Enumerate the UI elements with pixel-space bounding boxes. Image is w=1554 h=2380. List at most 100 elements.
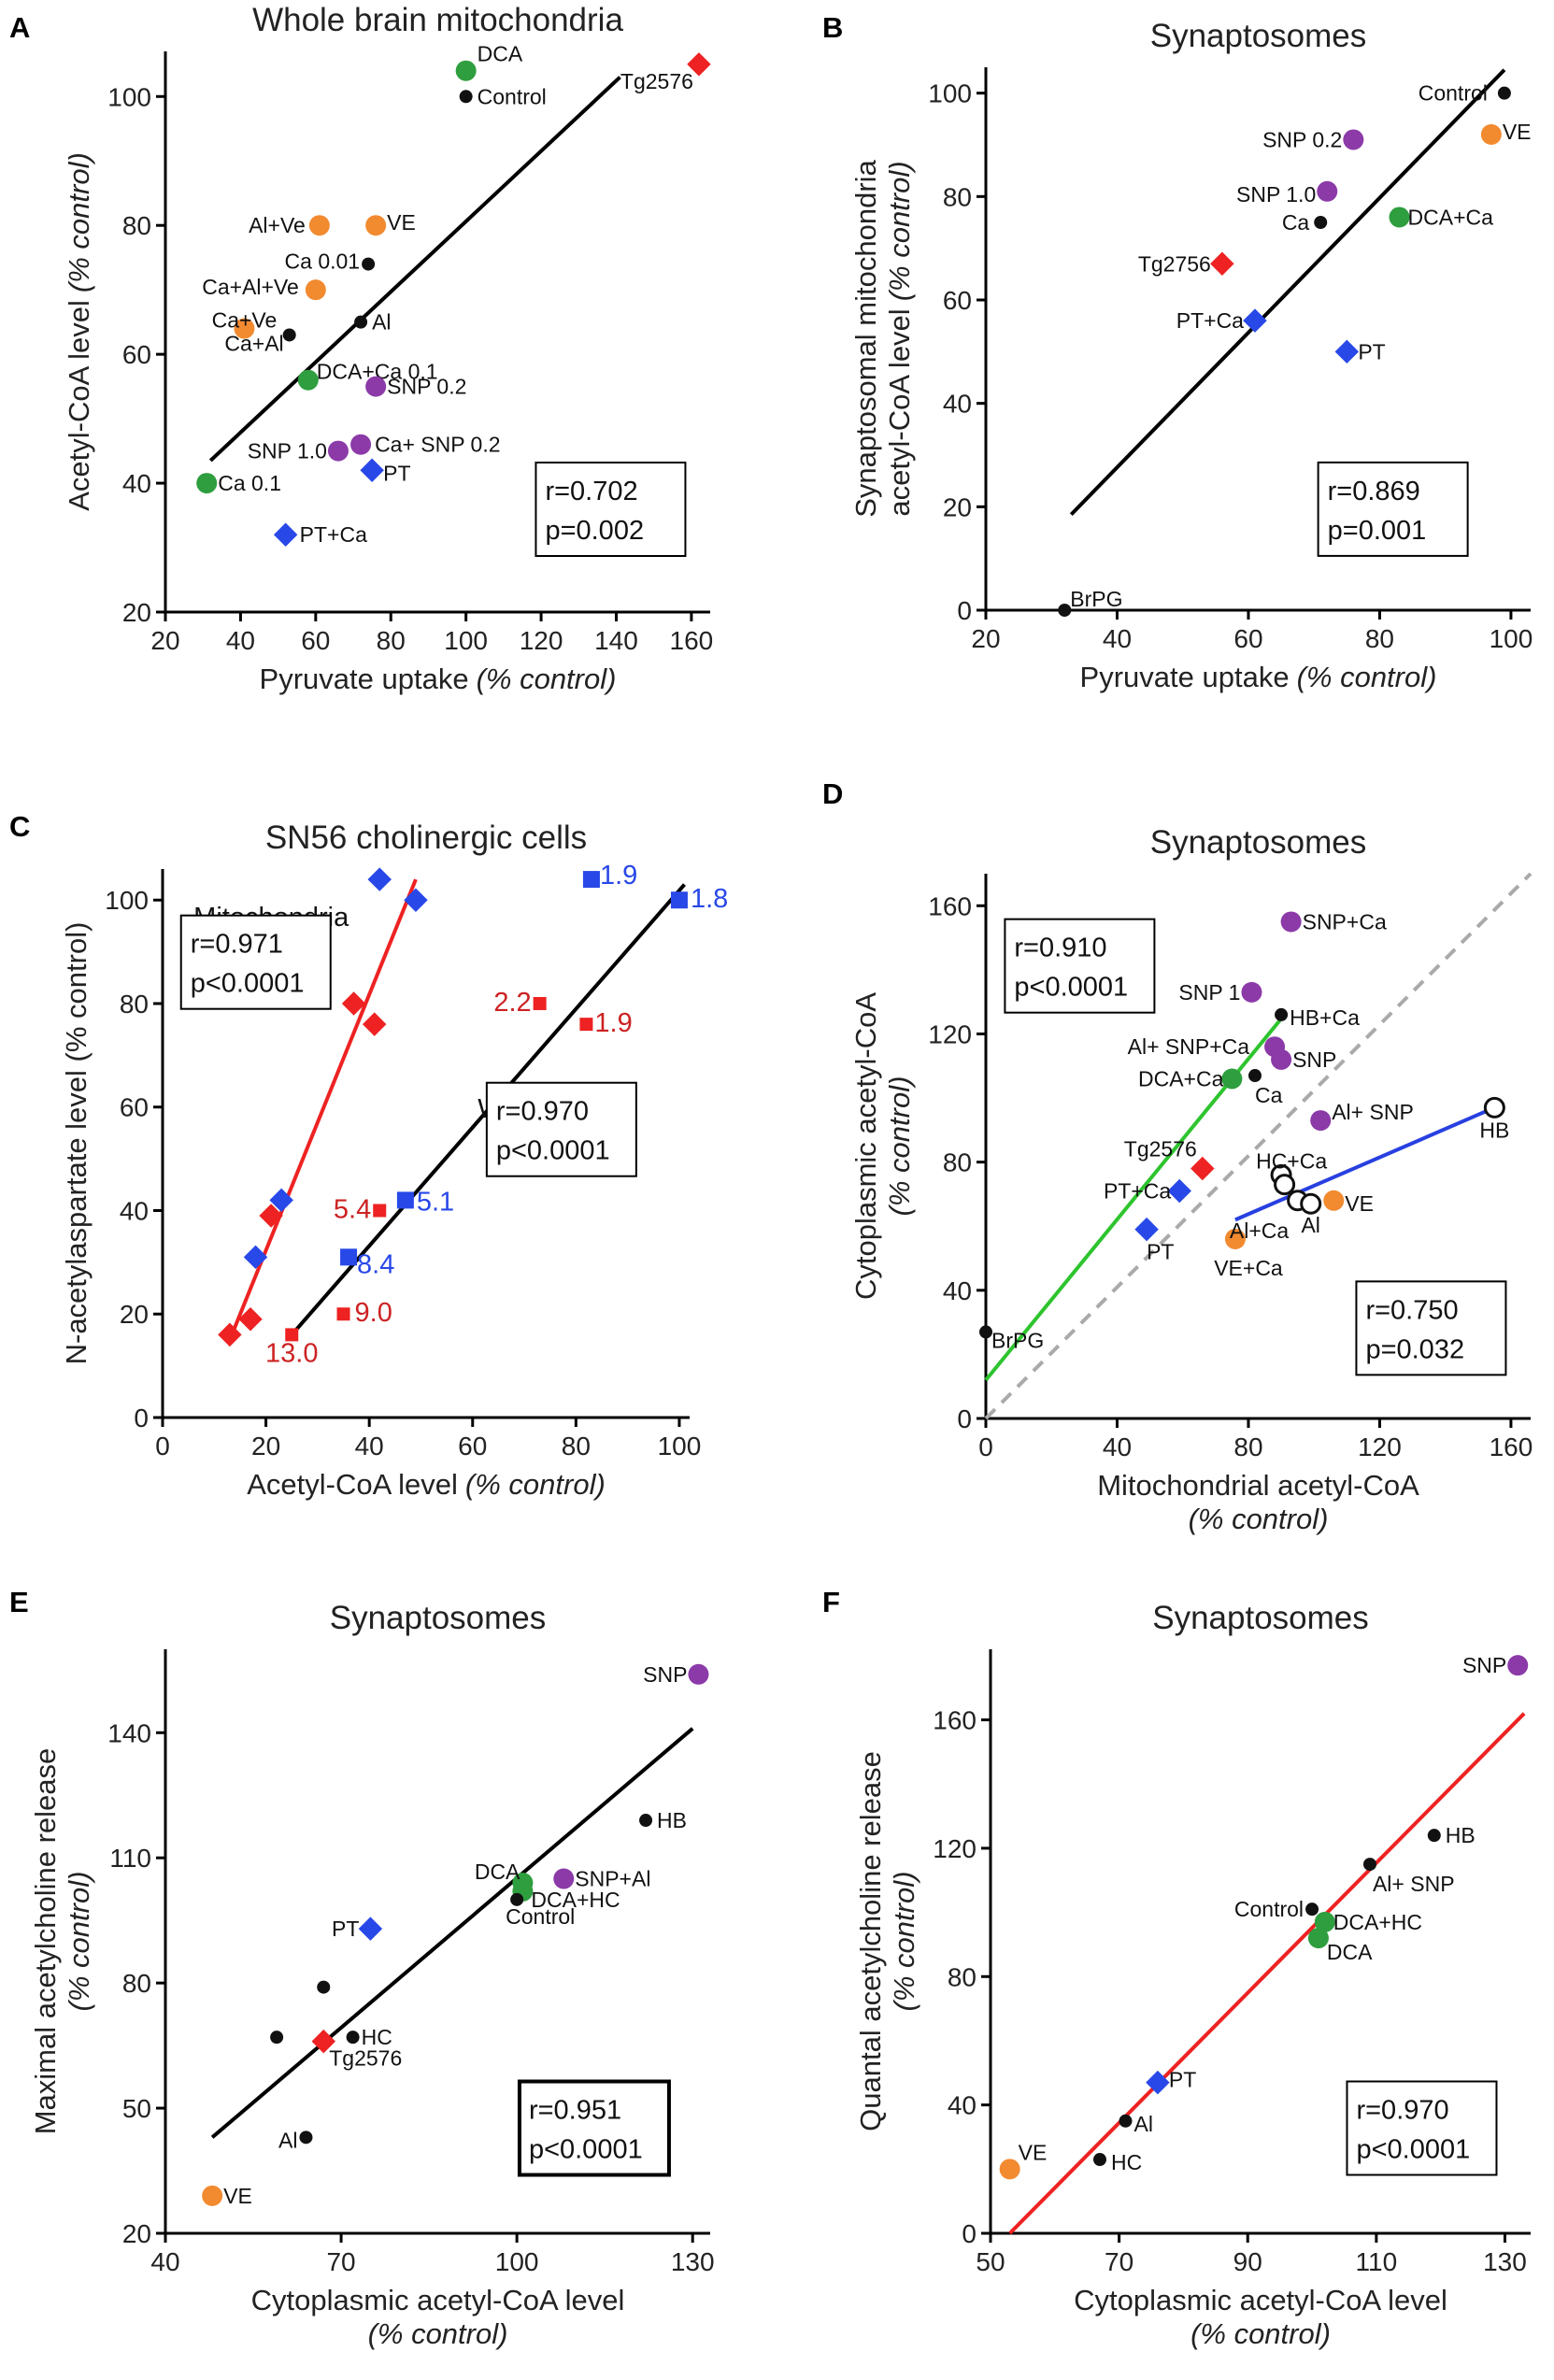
point-label: HC+Ca [1256, 1148, 1327, 1173]
data-point [404, 888, 428, 912]
data-point [1058, 604, 1072, 617]
chart-title: Synaptosomes [330, 1600, 547, 1636]
point-label: Al+Ca [1230, 1219, 1289, 1243]
x-axis-label-unit: (% control) [1189, 1503, 1329, 1535]
panel-d: D Synaptosomes 0 40 80 120 160 0 40 80 120 160 Mitoc… [822, 777, 1533, 1535]
y-axis-label: Synaptosomal mitochondria [849, 159, 882, 517]
stats-p: p<0.0001 [1356, 2135, 1470, 2165]
x-axis-label-unit: (% control) [477, 663, 617, 695]
point-label: 9.0 [355, 1298, 392, 1328]
data-point [360, 458, 384, 483]
x-tick-label: 40 [226, 626, 255, 655]
x-tick-label: 110 [1356, 2247, 1398, 2276]
point-label: DCA+HC [531, 1888, 620, 1912]
y-tick-label: 60 [120, 1093, 149, 1122]
fit-line [208, 76, 621, 463]
data-point [1389, 207, 1410, 228]
x-tick-label: 0 [155, 1432, 170, 1461]
point-label: SNP 1.0 [1236, 182, 1316, 207]
data-point [336, 1307, 350, 1321]
stats-r: r=0.702 [545, 477, 637, 506]
panel-letter: F [822, 1586, 840, 1618]
point-label: DCA [478, 42, 523, 66]
x-axis-label: Pyruvate uptake (% control) [1080, 661, 1437, 693]
y-axis-label-unit: (% control) [883, 1076, 916, 1217]
y-tick-label: 40 [943, 1276, 972, 1305]
stats-box [1355, 1280, 1507, 1376]
data-point [1300, 1192, 1322, 1215]
stats-box [517, 2079, 671, 2177]
data-point [1307, 1928, 1329, 1949]
y-axis-label: Acetyl-CoA level(% control) [63, 152, 95, 511]
x-tick-label: 130 [1483, 2247, 1527, 2276]
stats-box [1317, 461, 1469, 557]
x-tick-label: 20 [150, 626, 179, 655]
y-tick-label: 80 [122, 211, 151, 240]
x-axis-label-main: Pyruvate uptake [260, 663, 469, 695]
point-label: Al [372, 310, 391, 335]
data-point [999, 2159, 1020, 2180]
y-tick-label: 20 [122, 598, 151, 627]
x-tick-label: 0 [978, 1432, 993, 1461]
point-label: PT+Ca [300, 522, 367, 547]
x-axis-label: Mitochondrial acetyl-CoA [1097, 1469, 1419, 1502]
data-point [1427, 1829, 1441, 1843]
data-point [579, 1018, 593, 1032]
data-point [1241, 981, 1262, 1003]
point-label: BrPG [991, 1328, 1044, 1352]
point-label: VE [387, 210, 416, 235]
point-label: SNP [1292, 1047, 1336, 1072]
y-axis-label-line2: acetyl-CoA level(% control) [883, 161, 916, 516]
panel-letter: A [9, 11, 30, 44]
y-tick-label: 0 [957, 1404, 972, 1433]
chart-title: Synaptosomes [1150, 824, 1367, 861]
x-tick-label: 120 [1358, 1432, 1402, 1461]
data-point [639, 1814, 653, 1828]
data-point [455, 60, 477, 81]
x-tick-label: 80 [1233, 1432, 1262, 1461]
data-point [373, 1204, 387, 1218]
y-tick-label: 20 [122, 2219, 151, 2248]
x-axis-label-unit: (% control) [368, 2317, 508, 2350]
data-point [1362, 1858, 1376, 1872]
y-tick-label: 110 [109, 1844, 151, 1873]
data-point [196, 473, 218, 494]
data-point [367, 867, 392, 891]
point-label: HC [362, 2025, 392, 2049]
data-point [687, 52, 711, 77]
x-tick-label: 50 [976, 2247, 1005, 2276]
point-label: 5.1 [417, 1187, 454, 1217]
point-label: SNP 1.0 [248, 439, 327, 463]
data-point [1310, 1110, 1332, 1132]
point-label: Control [478, 84, 547, 108]
point-label: DCA+HC [1333, 1910, 1422, 1934]
x-axis-label-main: Cytoplasmic acetyl-CoA level [1074, 2284, 1447, 2316]
data-point [285, 1328, 299, 1342]
point-label: Ca 0.01 [285, 249, 361, 274]
y-tick-label: 80 [943, 1148, 972, 1177]
data-point [1323, 1190, 1345, 1211]
y-axis-label: Cytoplasmic acetyl-CoA [849, 992, 882, 1300]
data-point [582, 871, 600, 889]
point-label: DCA+Ca [1408, 205, 1494, 229]
point-label: 8.4 [357, 1249, 394, 1279]
y-tick-label: 20 [120, 1300, 149, 1329]
point-label: Ca+Ve [212, 308, 278, 333]
point-label: PT [1147, 1240, 1174, 1264]
stats-box [1004, 918, 1156, 1014]
point-label: HB [1446, 1823, 1476, 1847]
x-tick-label: 100 [495, 2247, 539, 2276]
x-tick-label: 120 [520, 626, 563, 655]
x-tick-label: 60 [458, 1432, 487, 1461]
x-tick-label: 90 [1233, 2247, 1262, 2276]
data-point [1210, 251, 1234, 276]
point-label: Tg2576 [329, 2046, 402, 2071]
x-tick-label: 100 [658, 1432, 702, 1461]
point-label: Al+Ve [249, 213, 306, 237]
point-label: Al+ SNP+Ca [1128, 1034, 1250, 1059]
data-point [1507, 1655, 1529, 1676]
data-point [1243, 308, 1267, 333]
point-label: PT+Ca [1104, 1179, 1171, 1204]
